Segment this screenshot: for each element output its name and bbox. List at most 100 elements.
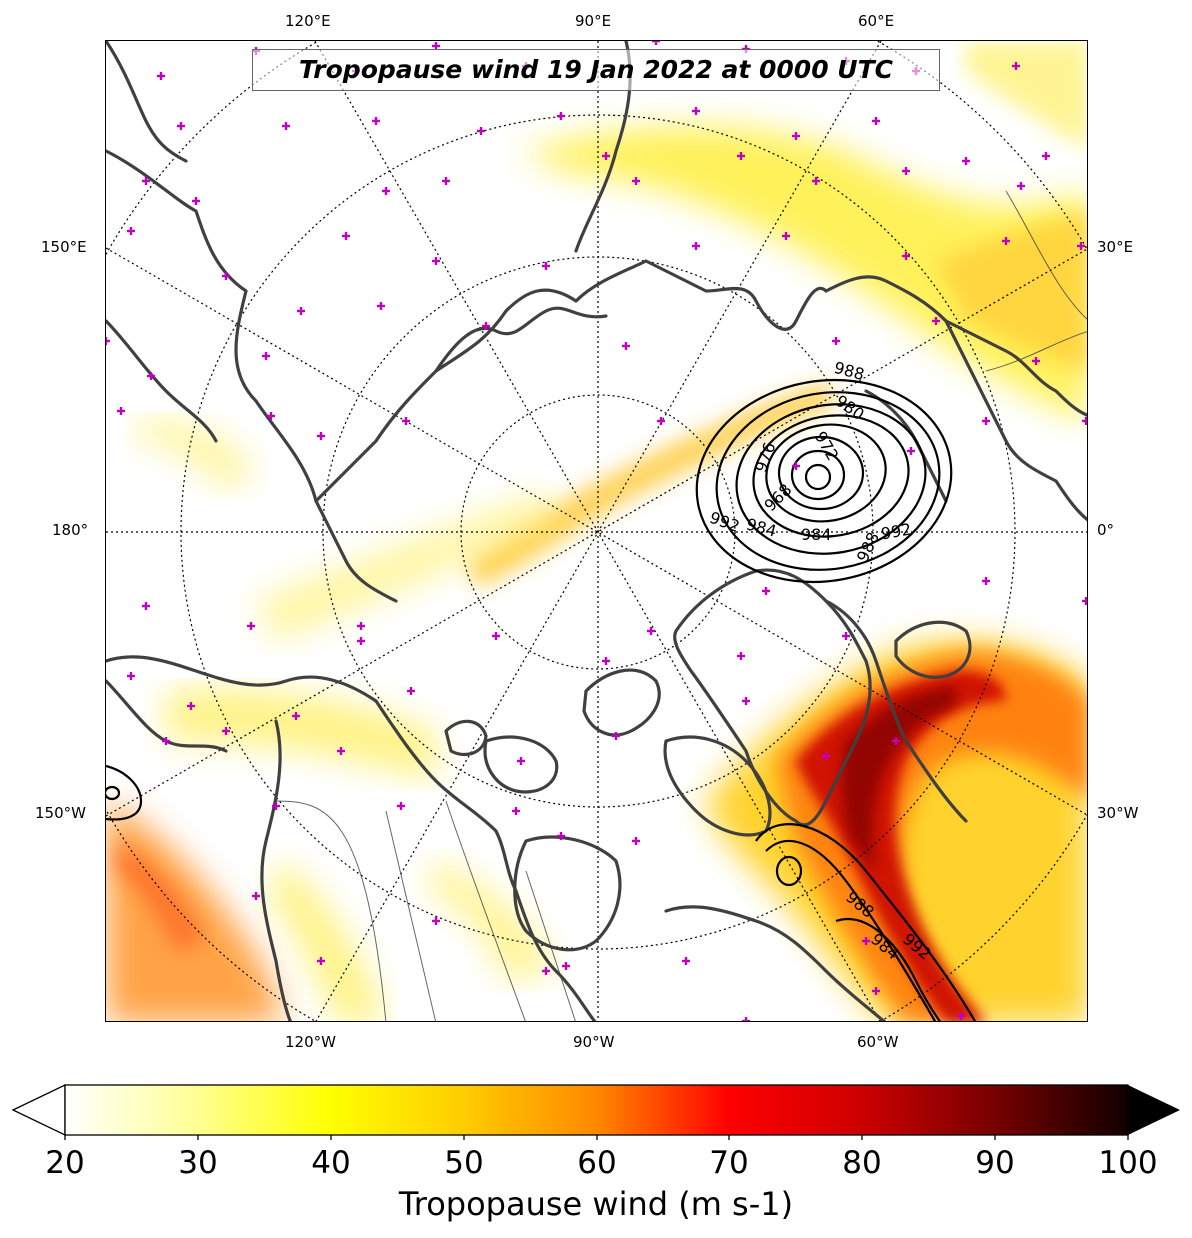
station-marker [482,322,490,330]
colorbar-tick-label: 40 [311,1145,351,1181]
station-marker [822,752,830,760]
station-marker [902,167,910,175]
tick-left-180: 180° [52,521,89,539]
station-marker [902,252,910,260]
station-marker [142,177,150,185]
station-marker [1082,597,1087,605]
coast-alaska [106,655,378,703]
tick-top-60e: 60°E [858,12,895,30]
colorbar-label: Tropopause wind (m s-1) [398,1185,794,1223]
station-marker [647,627,655,635]
meridian-150e-30w [106,247,1087,816]
coast-greenland-east [824,599,968,823]
station-marker [157,72,165,80]
contour-label: 992 [879,519,912,543]
station-marker [557,112,565,120]
station-marker [557,832,565,840]
station-marker [192,197,200,205]
contour-label: 968 [760,480,795,515]
border-province-1 [385,810,437,1021]
station-marker [682,957,690,965]
contour-976-low [765,423,887,523]
station-marker [477,127,485,135]
tick-left-150e: 150°E [41,238,87,256]
station-marker [432,917,440,925]
station-marker [737,652,745,660]
station-marker [147,372,155,380]
station-marker [127,227,135,235]
station-marker [267,412,275,420]
station-marker [292,712,300,720]
jet-streak-siberia [526,126,1087,421]
jet-streak-pacific-core [116,841,206,951]
coast-kamchatka [106,319,218,443]
tick-bottom-60w: 60°W [857,1033,899,1051]
station-marker [442,177,450,185]
coast-greenland [673,568,872,827]
station-marker [262,352,270,360]
contour-984-low [735,403,927,555]
colorbar [11,1083,1180,1140]
coast-alaska-south [260,719,292,1021]
coast-scandinavia [824,275,1087,522]
station-marker [317,432,325,440]
coast-banks [444,719,488,757]
jet-streak-polar [466,381,836,586]
map-canvas: 988 980 976 972 968 984 992 984 988 992 … [106,41,1087,1021]
tick-right-30w: 30°W [1097,804,1139,822]
station-marker [337,747,345,755]
station-marker [982,577,990,585]
station-marker [542,967,550,975]
jet-streak-atlantic-max [841,686,956,871]
contour-left-edge [106,764,143,821]
station-marker [512,807,520,815]
border-province-2 [445,800,526,1021]
jet-streak-canada-east [426,861,556,981]
coast-north-america [374,699,597,1021]
border-canada-us [275,800,387,1021]
station-marker [297,307,305,315]
jet-streak-canada [166,688,436,781]
station-marker [692,242,700,250]
station-marker [1012,62,1020,70]
contour-988-low [715,391,941,571]
coast-siberia [106,149,828,503]
station-marker [222,272,230,280]
station-marker [187,702,195,710]
contour-988-labrador [765,839,937,1021]
station-marker [357,622,365,630]
station-marker [982,417,990,425]
station-marker [407,687,415,695]
station-marker [742,697,750,705]
station-marker [862,937,870,945]
coast-iceland [894,620,972,679]
station-marker [742,1017,750,1021]
station-marker [222,727,230,735]
contour-label: 988 [853,529,883,565]
station-marker [1032,357,1040,365]
station-marker [282,122,290,130]
station-marker [397,802,405,810]
contour-992-low [695,378,953,584]
colorbar-tick-label: 70 [709,1145,749,1181]
meridian-60e-120w [315,41,882,1021]
latitude-circle-60 [180,114,1016,950]
station-marker [162,737,170,745]
station-marker [247,622,255,630]
station-marker [402,417,410,425]
colorbar-extend-min [11,1083,66,1137]
station-marker [872,117,880,125]
coastlines [106,41,1087,1021]
station-marker [1042,152,1050,160]
tick-top-90e: 90°E [575,12,612,30]
border-europe-1 [1005,190,1087,320]
station-marker [252,892,260,900]
station-marker [177,122,185,130]
jet-streak-northern-top [966,41,1087,150]
coast-kolyma [314,499,398,603]
tick-bottom-90w: 90°W [573,1033,615,1051]
tick-bottom-120w: 120°W [285,1033,336,1051]
colorbar-tick-label: 100 [1098,1145,1158,1181]
station-marker [432,257,440,265]
station-marker [632,177,640,185]
